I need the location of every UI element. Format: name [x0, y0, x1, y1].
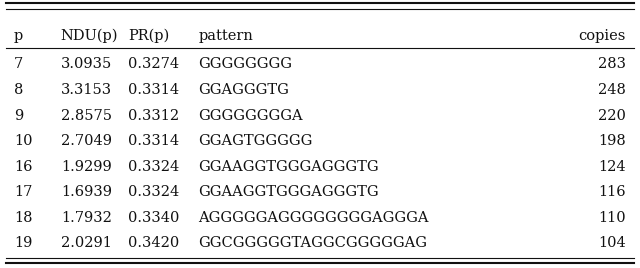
Text: GGAGGGTG: GGAGGGTG: [198, 83, 289, 97]
Text: PR(p): PR(p): [128, 29, 169, 43]
Text: 1.7932: 1.7932: [61, 211, 111, 225]
Text: 19: 19: [14, 236, 33, 251]
Text: GGGGGGGGA: GGGGGGGGA: [198, 109, 303, 122]
Text: NDU(p): NDU(p): [61, 29, 118, 43]
Text: 283: 283: [598, 57, 626, 71]
Text: 0.3314: 0.3314: [128, 134, 179, 148]
Text: GGAAGGTGGGAGGGTG: GGAAGGTGGGAGGGTG: [198, 185, 379, 199]
Text: 8: 8: [14, 83, 24, 97]
Text: AGGGGGAGGGGGGGGAGGGA: AGGGGGAGGGGGGGGAGGGA: [198, 211, 429, 225]
Text: 3.3153: 3.3153: [61, 83, 112, 97]
Text: GGAGTGGGGG: GGAGTGGGGG: [198, 134, 313, 148]
Text: 104: 104: [598, 236, 626, 251]
Text: 3.0935: 3.0935: [61, 57, 112, 71]
Text: 124: 124: [598, 160, 626, 174]
Text: 198: 198: [598, 134, 626, 148]
Text: 1.6939: 1.6939: [61, 185, 112, 199]
Text: GGAAGGTGGGAGGGTG: GGAAGGTGGGAGGGTG: [198, 160, 379, 174]
Text: pattern: pattern: [198, 29, 253, 43]
Text: 0.3314: 0.3314: [128, 83, 179, 97]
Text: 17: 17: [14, 185, 33, 199]
Text: p: p: [14, 29, 23, 43]
Text: 7: 7: [14, 57, 23, 71]
Text: 9: 9: [14, 109, 23, 122]
Text: 0.3324: 0.3324: [128, 160, 179, 174]
Text: 16: 16: [14, 160, 33, 174]
Text: 116: 116: [598, 185, 626, 199]
Text: 2.7049: 2.7049: [61, 134, 112, 148]
Text: 0.3420: 0.3420: [128, 236, 179, 251]
Text: copies: copies: [579, 29, 626, 43]
Text: 248: 248: [598, 83, 626, 97]
Text: 2.8575: 2.8575: [61, 109, 112, 122]
Text: 0.3324: 0.3324: [128, 185, 179, 199]
Text: 0.3274: 0.3274: [128, 57, 179, 71]
Text: 0.3340: 0.3340: [128, 211, 179, 225]
Text: GGCGGGGGTAGGCGGGGGAG: GGCGGGGGTAGGCGGGGGAG: [198, 236, 428, 251]
Text: 10: 10: [14, 134, 33, 148]
Text: 1.9299: 1.9299: [61, 160, 111, 174]
Text: 110: 110: [598, 211, 626, 225]
Text: 220: 220: [598, 109, 626, 122]
Text: 0.3312: 0.3312: [128, 109, 179, 122]
Text: GGGGGGGG: GGGGGGGG: [198, 57, 292, 71]
Text: 18: 18: [14, 211, 33, 225]
Text: 2.0291: 2.0291: [61, 236, 111, 251]
